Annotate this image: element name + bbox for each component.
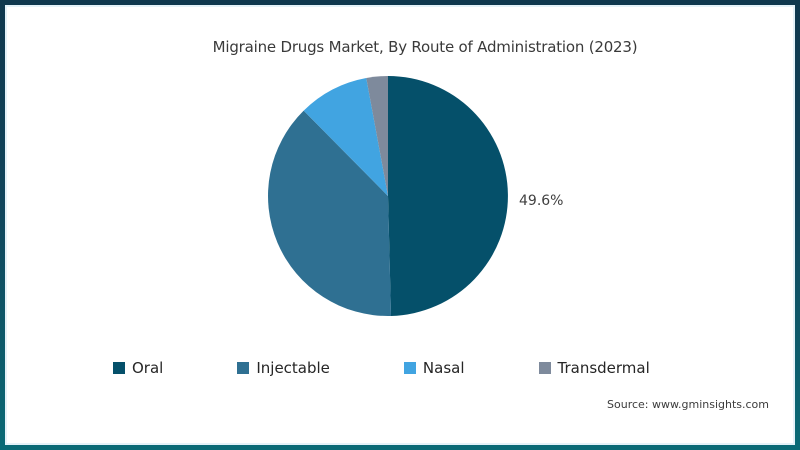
source-note: Source: www.gminsights.com	[607, 398, 769, 411]
legend-swatch-icon	[113, 362, 125, 374]
legend-item-oral: Oral	[113, 359, 163, 377]
legend-label: Transdermal	[557, 359, 650, 377]
pie-slice-transdermal	[366, 76, 388, 196]
chart-title: Migraine Drugs Market, By Route of Admin…	[212, 38, 638, 56]
chart-canvas: Migraine Drugs Market, By Route of Admin…	[5, 5, 795, 445]
pie-slice-oral	[388, 76, 508, 316]
legend-item-nasal: Nasal	[403, 359, 465, 377]
legend-swatch-icon	[538, 362, 551, 374]
legend-label: Nasal	[422, 359, 465, 377]
legend-label: Injectable	[256, 359, 330, 377]
legend-swatch-icon	[403, 362, 416, 374]
legend-item-transdermal: Transdermal	[538, 359, 650, 377]
pie-chart	[266, 74, 510, 318]
legend-item-injectable: Injectable	[237, 359, 330, 377]
chart-legend: Oral Injectable Nasal Transdermal	[113, 359, 650, 377]
legend-swatch-icon	[237, 362, 250, 374]
pie-slice-injectable	[268, 110, 392, 316]
pie-data-label-oral: 49.6%	[519, 193, 564, 209]
pie-svg	[268, 76, 508, 316]
legend-label: Oral	[132, 359, 164, 377]
pie-slice-nasal	[303, 77, 388, 196]
